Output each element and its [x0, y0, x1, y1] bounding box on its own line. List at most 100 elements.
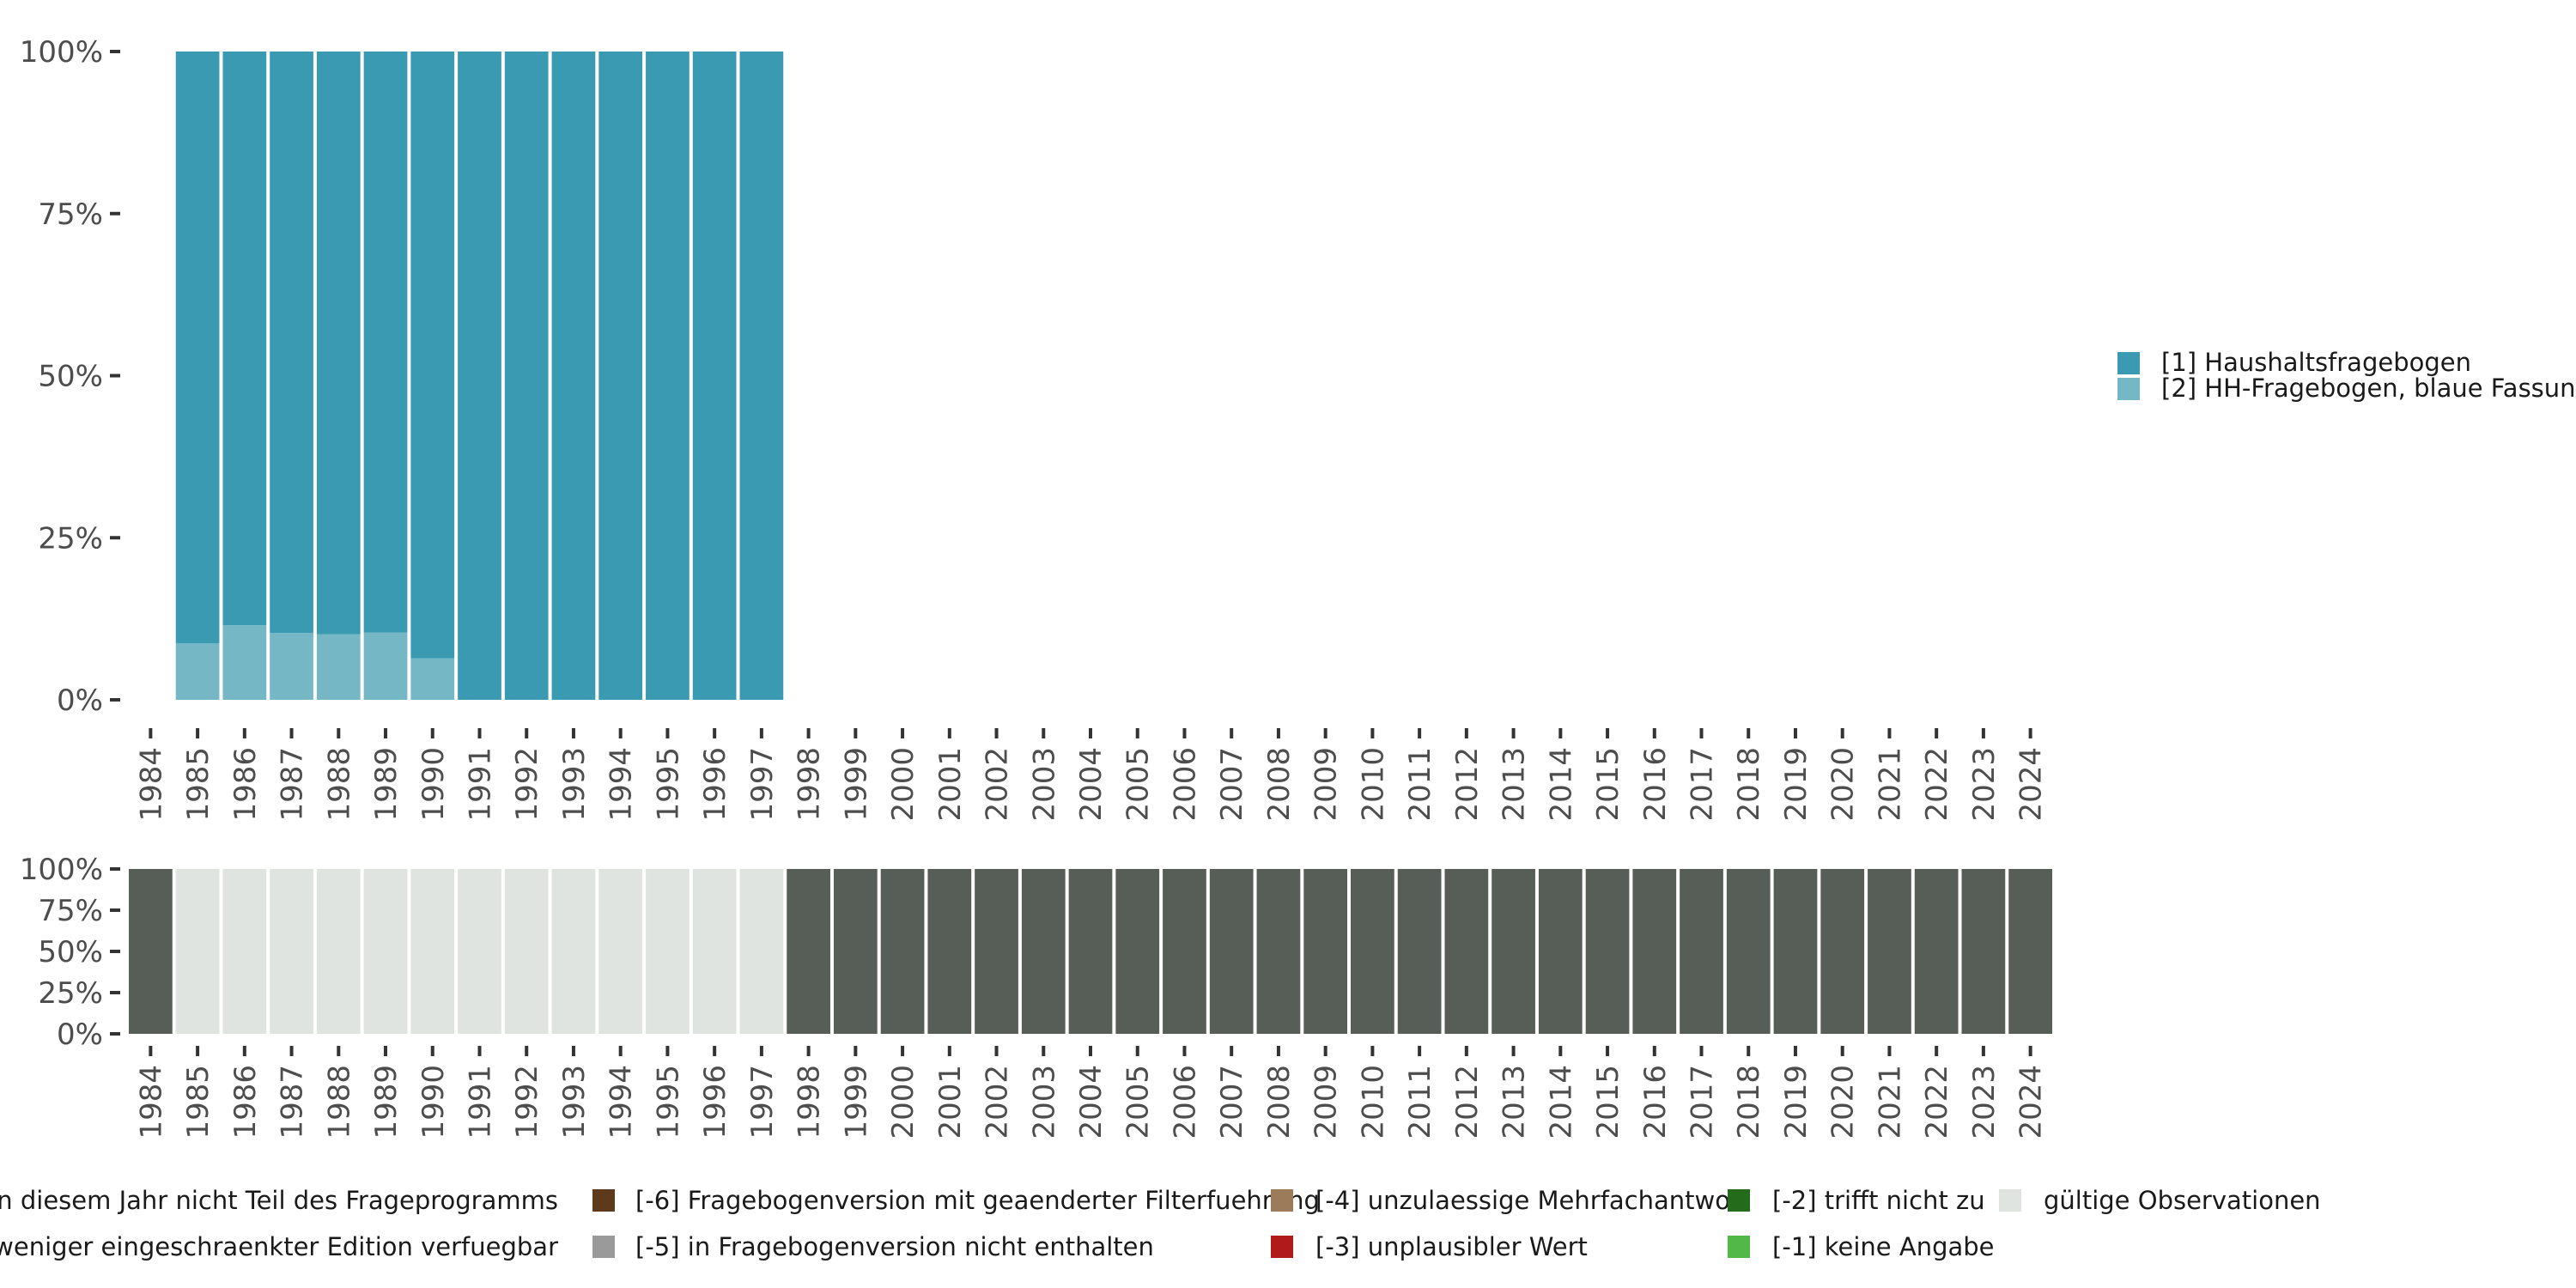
- top-x-tick-label: 1997: [745, 747, 780, 822]
- top-x-tick-label: 2012: [1450, 747, 1485, 822]
- bottom-x-tick-label: 2022: [1920, 1065, 1954, 1139]
- top-x-tick-label: 2009: [1309, 747, 1344, 822]
- bottom-x-tick-label: 2002: [981, 1065, 1015, 1139]
- status-bar-1989: [363, 869, 408, 1034]
- bottom-x-tick-label: 2020: [1826, 1065, 1861, 1139]
- legend-swatch: [2117, 378, 2140, 400]
- legend-label: [1] Haushaltsfragebogen: [2161, 348, 2471, 377]
- legend-label: [-8] Frage in diesem Jahr nicht Teil des…: [0, 1186, 558, 1215]
- status-bar-1987: [270, 869, 313, 1034]
- bottom-x-tick-label: 2013: [1498, 1065, 1532, 1139]
- bottom-y-tick-label: 25%: [38, 976, 103, 1011]
- legend-label: [-3] unplausibler Wert: [1315, 1232, 1588, 1261]
- status-bar-2012: [1444, 869, 1489, 1034]
- bottom-x-tick-label: 2019: [1779, 1065, 1814, 1139]
- bar-1989-2: [363, 632, 408, 700]
- status-bar-2024: [2008, 869, 2052, 1034]
- bottom-x-tick-label: 1997: [745, 1065, 780, 1139]
- status-bar-2014: [1538, 869, 1583, 1034]
- top-x-tick-label: 1986: [228, 747, 263, 822]
- bar-1986-1: [222, 52, 267, 626]
- bar-1987-2: [270, 633, 313, 700]
- status-bar-2023: [1961, 869, 2006, 1034]
- top-x-tick-label: 2007: [1215, 747, 1249, 822]
- status-bar-1997: [739, 869, 784, 1034]
- status-bar-2002: [975, 869, 1018, 1034]
- bottom-x-tick-label: 2005: [1121, 1065, 1156, 1139]
- status-bar-1984: [129, 869, 173, 1034]
- top-x-tick-label: 2005: [1121, 747, 1156, 822]
- top-x-tick-label: 2001: [933, 747, 968, 822]
- top-bar-chart: 0% 25% 50% 75% 100% 1984 1985 1986 1987 1988 1989 1…: [20, 35, 2049, 822]
- bar-1987-1: [270, 52, 313, 634]
- bar-1988-2: [316, 634, 361, 700]
- legend-label: [-2] trifft nicht zu: [1772, 1186, 1985, 1215]
- bar-1995-1: [646, 52, 690, 700]
- top-y-tick-label: 25%: [38, 521, 103, 556]
- status-bar-2008: [1256, 869, 1301, 1034]
- status-bar-1990: [410, 869, 455, 1034]
- status-bar-2020: [1820, 869, 1865, 1034]
- bottom-x-tick-label: 2006: [1168, 1065, 1202, 1139]
- top-x-tick-label: 2015: [1591, 747, 1625, 822]
- bar-1993-1: [551, 52, 596, 700]
- status-bar-2015: [1585, 869, 1630, 1034]
- top-x-tick-label: 1998: [793, 747, 827, 822]
- bottom-x-tick-label: 1992: [510, 1065, 544, 1139]
- status-bar-1988: [316, 869, 361, 1034]
- bottom-x-tick-label: 2004: [1074, 1065, 1109, 1139]
- top-x-tick-label: 2008: [1262, 747, 1297, 822]
- bottom-x-tick-label: 2017: [1686, 1065, 1720, 1139]
- bottom-x-tick-label: 1986: [228, 1065, 263, 1139]
- status-bar-2017: [1680, 869, 1723, 1034]
- status-bar-1995: [646, 869, 690, 1034]
- top-x-tick-label: 1988: [322, 747, 356, 822]
- bottom-x-tick-label: 2016: [1638, 1065, 1673, 1139]
- status-bar-1992: [504, 869, 549, 1034]
- top-x-tick-label: 1994: [605, 747, 639, 822]
- bottom-x-tick-label: 1989: [369, 1065, 404, 1139]
- top-x-tick-label: 2002: [981, 747, 1015, 822]
- top-y-tick-label: 50%: [38, 360, 103, 394]
- bottom-x-tick-label: 1998: [793, 1065, 827, 1139]
- bottom-x-tick-label: 2015: [1591, 1065, 1625, 1139]
- status-bar-1985: [175, 869, 220, 1034]
- bar-1996-1: [692, 52, 737, 700]
- bottom-legend: [-8] Frage in diesem Jahr nicht Teil des…: [0, 1186, 2321, 1261]
- legend-swatch: [592, 1189, 615, 1212]
- bottom-x-tick-label: 1995: [651, 1065, 685, 1139]
- status-bar-2009: [1303, 869, 1348, 1034]
- bottom-x-tick-label: 2010: [1356, 1065, 1390, 1139]
- top-x-tick-label: 2006: [1168, 747, 1202, 822]
- bottom-x-tick-label: 1993: [557, 1065, 592, 1139]
- top-x-tick-label: 1992: [510, 747, 544, 822]
- top-x-tick-label: 2019: [1779, 747, 1814, 822]
- status-bar-1993: [551, 869, 596, 1034]
- top-y-tick-label: 100%: [20, 35, 103, 70]
- status-bar-1996: [692, 869, 737, 1034]
- bar-1991-1: [458, 52, 501, 700]
- bottom-x-tick-label: 2009: [1309, 1065, 1344, 1139]
- legend-swatch: [1271, 1236, 1293, 1258]
- status-bar-2000: [880, 869, 925, 1034]
- legend-label: [-6] Fragebogenversion mit geaenderter F…: [635, 1186, 1320, 1215]
- top-x-tick-label: 1999: [839, 747, 873, 822]
- bottom-x-tick-label: 1999: [839, 1065, 873, 1139]
- bottom-x-tick-label: 2008: [1262, 1065, 1297, 1139]
- bar-1985-1: [175, 52, 220, 644]
- top-x-tick-label: 1985: [181, 747, 216, 822]
- status-bar-2010: [1351, 869, 1394, 1034]
- legend-swatch: [2117, 352, 2140, 374]
- top-x-tick-label: 1996: [698, 747, 732, 822]
- legend-label: [-7] nur in weniger eingeschraenkter Edi…: [0, 1232, 558, 1261]
- top-x-tick-label: 2013: [1498, 747, 1532, 822]
- bottom-x-tick-label: 1990: [416, 1065, 451, 1139]
- legend-label: gültige Observationen: [2044, 1186, 2321, 1215]
- legend-label: [2] HH-Fragebogen, blaue Fassung: [2161, 374, 2576, 403]
- bar-1992-1: [504, 52, 549, 700]
- bottom-x-tick-label: 2003: [1027, 1065, 1061, 1139]
- bottom-x-tick-label: 1988: [322, 1065, 356, 1139]
- status-bar-2001: [927, 869, 972, 1034]
- bar-1990-1: [410, 52, 455, 659]
